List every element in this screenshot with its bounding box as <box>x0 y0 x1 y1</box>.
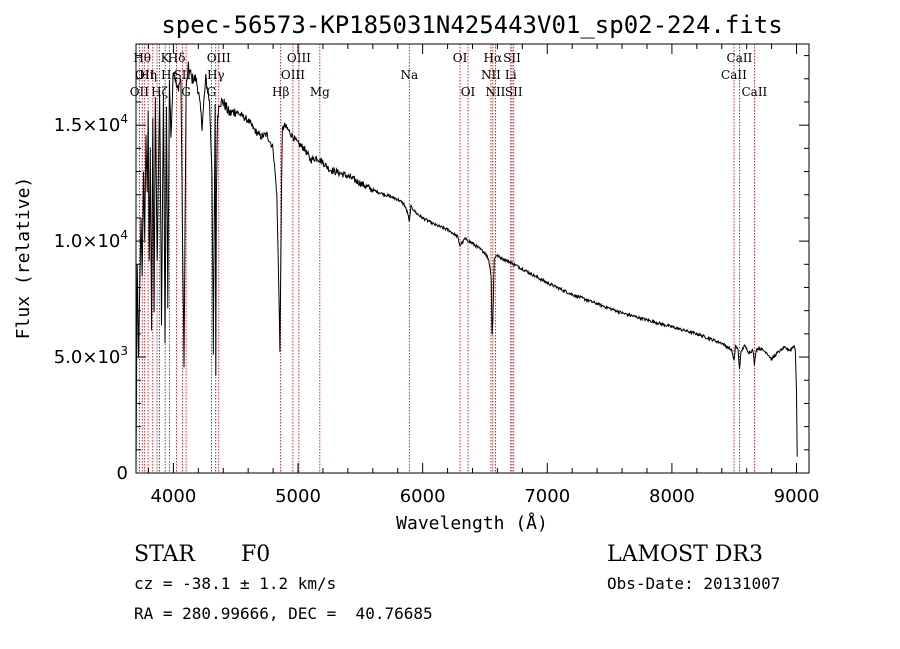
line-label: Hθ <box>133 51 151 65</box>
line-label: SII <box>503 51 521 65</box>
x-tick-label: 8000 <box>649 486 695 507</box>
y-tick-exponent: 4 <box>120 112 128 126</box>
y-tick-mantissa: 0 <box>117 463 128 484</box>
y-tick-label: 1.5×104 <box>54 112 128 136</box>
line-label: Hγ <box>207 68 225 82</box>
spectrum-line <box>135 61 798 474</box>
line-label: CaII <box>741 85 767 99</box>
y-tick-label: 1.0×104 <box>54 228 128 252</box>
line-label: OI <box>461 85 476 99</box>
x-axis-label: Wavelength (Å) <box>396 512 548 534</box>
line-markers <box>138 44 755 473</box>
line-label: CaII <box>721 68 747 82</box>
redshift-text: cz = -38.1 ± 1.2 km/s <box>134 574 336 593</box>
line-label: CaII <box>727 51 753 65</box>
y-tick-mantissa: 1.5×10 <box>54 115 121 136</box>
y-tick-mantissa: 5.0×10 <box>54 347 121 368</box>
line-label: OIII <box>207 51 231 65</box>
line-label: Hη <box>139 68 157 82</box>
line-label: Hε <box>161 68 178 82</box>
line-label: Li <box>505 68 517 82</box>
line-label: G <box>207 85 217 99</box>
y-tick-label: 5.0×103 <box>54 344 128 368</box>
y-axis-label: Flux (relative) <box>13 177 34 340</box>
y-tick-label: 0 <box>117 463 128 484</box>
line-label: Mg <box>310 85 330 99</box>
x-tick-label: 4000 <box>150 486 196 507</box>
chart-title: spec-56573-KP185031N425443V01_sp02-224.f… <box>161 11 782 39</box>
x-tick-label: 7000 <box>524 486 570 507</box>
line-label: OII <box>130 85 150 99</box>
x-tick-label: 9000 <box>774 486 820 507</box>
object-subclass: F0 <box>241 542 270 567</box>
line-label: Hα <box>484 51 503 65</box>
coordinates-text: RA = 280.99666, DEC = 40.76685 <box>134 604 433 623</box>
line-label: SII <box>505 85 523 99</box>
line-label: OIII <box>287 51 311 65</box>
line-label: Na <box>400 68 418 82</box>
line-label: NII <box>481 68 501 82</box>
plot-frame <box>135 43 810 474</box>
x-tick-label: 5000 <box>275 486 321 507</box>
y-tick-exponent: 3 <box>120 344 128 358</box>
x-tick-label: 6000 <box>400 486 446 507</box>
obs-date-text: Obs-Date: 20131007 <box>607 574 780 593</box>
x-axis: 4000 5000 6000 7000 8000 9000 <box>147 44 820 507</box>
y-tick-mantissa: 1.0×10 <box>54 231 121 252</box>
survey-label: LAMOST DR3 <box>607 542 763 567</box>
object-class: STAR <box>134 542 196 567</box>
line-label: NII <box>485 85 505 99</box>
line-label: K <box>161 51 171 65</box>
line-label: Hδ <box>168 51 186 65</box>
y-tick-exponent: 4 <box>120 228 128 242</box>
line-label: OIII <box>281 68 305 82</box>
line-label: Hβ <box>272 85 289 99</box>
line-label: OI <box>453 51 468 65</box>
